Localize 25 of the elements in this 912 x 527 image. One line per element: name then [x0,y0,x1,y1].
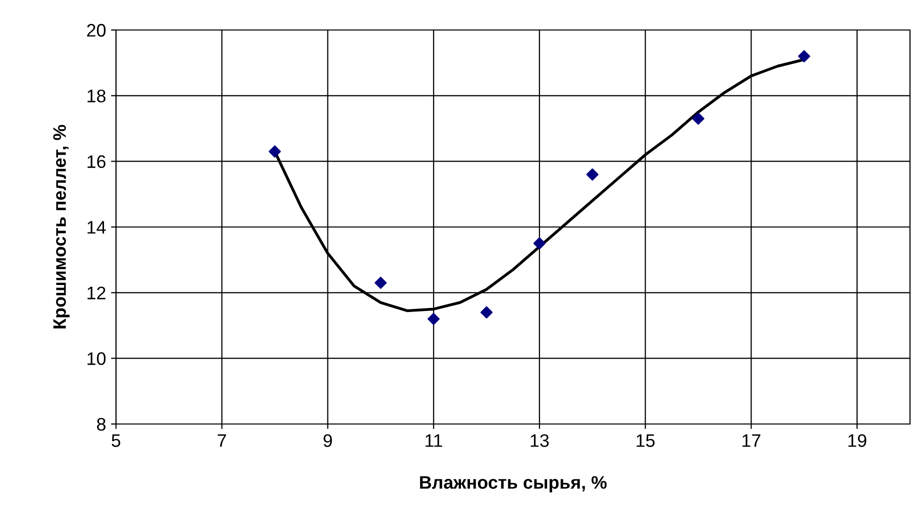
point [480,306,493,318]
x-tick-label: 19 [848,434,866,447]
y-tick-label: 10 [88,352,106,366]
y-tick-label: 18 [88,90,106,102]
x-tick-label: 9 [324,434,332,447]
point [798,50,810,62]
point [533,237,546,250]
x-tick-label: 13 [530,434,549,447]
x-tick-label: 17 [742,434,760,447]
x-tick-label: 7 [218,434,226,447]
point [268,145,281,158]
y-tick-label: 14 [88,221,106,234]
y-tick-label: 12 [88,286,106,300]
x-axis-title: Влажность сырья, % [420,476,607,492]
point [374,276,387,289]
y-tick-label: 8 [97,418,106,431]
point [428,312,440,326]
x-tick-label: 15 [636,434,655,447]
y-axis-title: Крошимость пеллет, % [53,124,70,328]
x-tick-label: 5 [112,434,120,447]
x-tick-label: 11 [426,434,442,447]
y-tick-label: 16 [88,155,106,168]
y-tick-label: 20 [87,24,106,37]
point [586,168,598,181]
point [692,112,704,125]
